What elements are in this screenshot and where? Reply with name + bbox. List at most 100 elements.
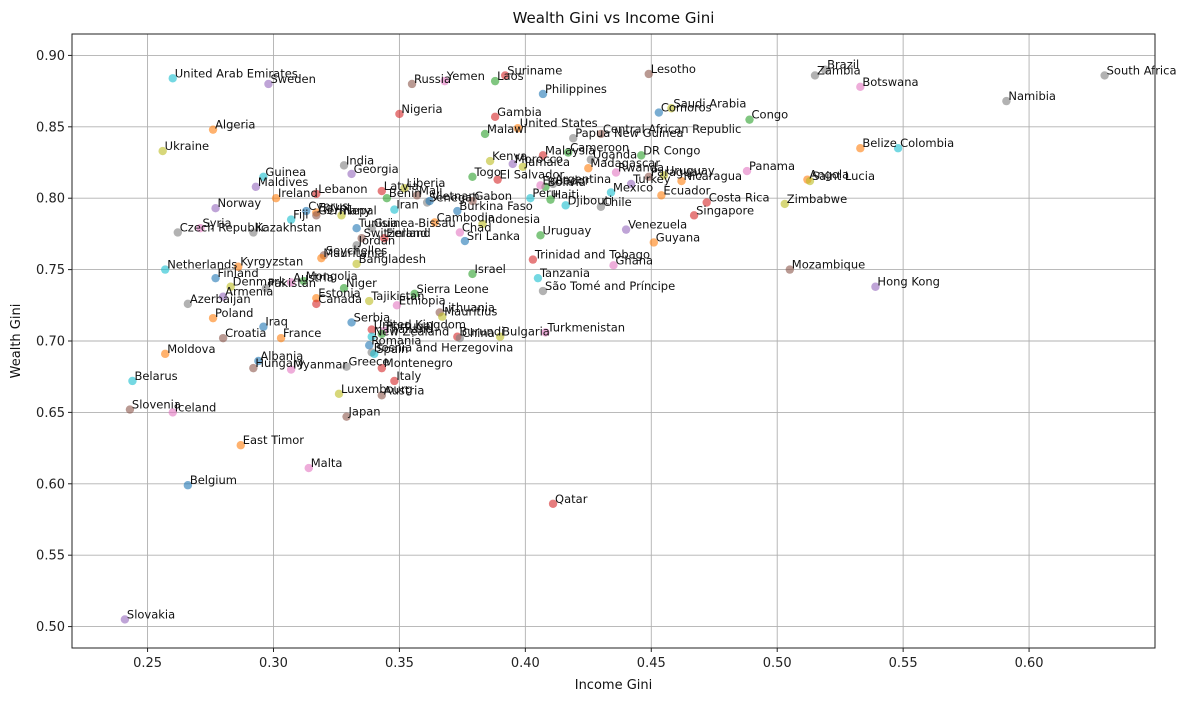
point-label: Sri Lanka	[467, 229, 520, 243]
data-point	[312, 299, 321, 309]
data-point	[561, 201, 570, 210]
data-point	[392, 301, 402, 310]
grid-lines	[72, 34, 1155, 648]
point-label: Djibouti	[568, 193, 613, 207]
data-point	[856, 144, 865, 153]
point-label: Zambia	[817, 63, 861, 77]
data-point	[357, 233, 366, 243]
data-point	[259, 172, 268, 181]
point-label: Germany	[318, 203, 371, 217]
x-tick-label: 0.30	[259, 656, 288, 671]
data-point	[745, 115, 754, 124]
data-point	[370, 349, 379, 359]
x-tick-label: 0.50	[763, 656, 792, 671]
point-label: United States	[520, 116, 598, 130]
point-label: Yemen	[446, 69, 485, 83]
point-label: Jamaica	[524, 155, 570, 169]
data-point	[569, 134, 578, 143]
data-point	[478, 219, 487, 229]
point-label: New Zealand	[374, 325, 450, 339]
data-point	[382, 194, 392, 203]
data-point	[271, 194, 281, 203]
data-point	[183, 481, 193, 490]
point-label: Gabon	[474, 189, 512, 203]
data-point	[218, 333, 228, 343]
data-point	[871, 282, 880, 291]
data-point	[342, 412, 351, 421]
point-label: Russia	[414, 72, 451, 86]
point-label: Italy	[396, 369, 421, 383]
point-label: Saudi Arabia	[673, 96, 746, 110]
data-point	[226, 282, 235, 291]
point-label: India	[346, 153, 374, 167]
data-point	[249, 228, 258, 237]
data-point	[586, 155, 596, 164]
point-label: Brazil	[827, 58, 859, 72]
point-label: Lithuania	[442, 300, 495, 314]
point-label: Uruguay	[542, 223, 591, 237]
data-point	[364, 341, 374, 350]
point-label: DR Congo	[643, 143, 700, 157]
point-label: Chad	[462, 220, 492, 234]
data-point	[160, 265, 170, 274]
x-tick-label: 0.55	[889, 656, 918, 671]
point-label: Sierra Leone	[417, 282, 489, 296]
point-label: Congo	[752, 108, 789, 122]
data-point	[649, 238, 658, 247]
point-label: Poland	[215, 306, 253, 320]
point-label: China	[462, 326, 495, 340]
point-label: Norway	[218, 196, 262, 210]
point-label: Mongolia	[306, 269, 358, 283]
point-label: Switzerland	[364, 226, 431, 240]
point-label: Madagascar	[590, 156, 660, 170]
point-label: Bolivia	[547, 175, 585, 189]
point-label: Malta	[311, 456, 343, 470]
data-point	[1002, 96, 1011, 106]
point-label: Niger	[346, 276, 377, 290]
point-label: Georgia	[354, 162, 399, 176]
data-point	[183, 299, 193, 309]
data-point	[513, 124, 522, 133]
point-label: East Timor	[243, 433, 305, 447]
data-point	[211, 204, 220, 213]
data-point	[508, 159, 517, 169]
point-label: Rwanda	[618, 161, 664, 175]
data-point	[425, 196, 434, 206]
data-point	[548, 179, 558, 189]
data-point	[377, 363, 386, 373]
data-point	[689, 211, 699, 220]
point-label: Papua New Guinea	[575, 126, 683, 140]
data-point	[538, 286, 548, 296]
data-point	[125, 405, 135, 414]
data-point	[667, 104, 676, 113]
point-label: Guyana	[656, 230, 700, 244]
point-label: Singapore	[696, 203, 754, 217]
data-point	[364, 296, 374, 306]
data-point	[485, 156, 495, 166]
point-label: Argentina	[555, 172, 611, 186]
point-label: Armenia	[225, 285, 273, 299]
data-point	[856, 82, 865, 92]
point-label: Pakistan	[268, 276, 316, 290]
point-label: Tunisia	[358, 216, 398, 230]
data-point	[407, 79, 417, 89]
point-label: Tajikistan	[370, 289, 424, 303]
data-point	[259, 322, 268, 331]
data-point	[160, 349, 170, 359]
data-point	[249, 363, 258, 373]
point-label: Mauritius	[444, 305, 497, 319]
data-point	[820, 65, 830, 74]
y-tick-label: 0.50	[36, 620, 65, 635]
point-label: Latvia	[384, 179, 419, 193]
data-point	[342, 362, 351, 371]
point-label: Egypt	[318, 200, 352, 214]
data-point	[785, 265, 795, 274]
point-label: Haiti	[553, 188, 580, 202]
data-point	[173, 228, 182, 237]
data-point	[264, 79, 273, 89]
data-point	[657, 191, 666, 200]
point-label: Panama	[749, 159, 795, 173]
data-point	[490, 112, 500, 122]
point-label: Togo	[473, 165, 500, 179]
